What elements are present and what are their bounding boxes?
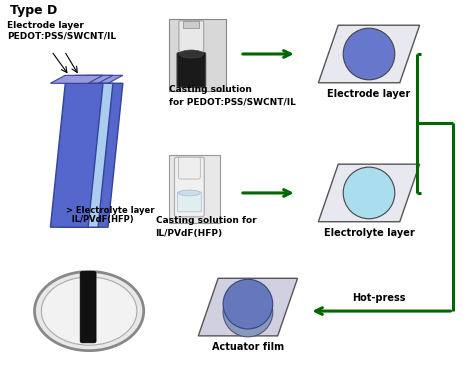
- Text: Casting solution
for PEDOT:PSS/SWCNT/IL: Casting solution for PEDOT:PSS/SWCNT/IL: [169, 85, 295, 107]
- Ellipse shape: [35, 272, 144, 351]
- Text: Casting solution for
IL/PVdF(HFP): Casting solution for IL/PVdF(HFP): [155, 216, 256, 238]
- Polygon shape: [319, 25, 419, 83]
- Text: IL/PVdF(HFP): IL/PVdF(HFP): [66, 215, 134, 224]
- Bar: [169, 155, 220, 223]
- Text: Electrolyte layer: Electrolyte layer: [324, 228, 414, 238]
- Polygon shape: [60, 83, 113, 227]
- Polygon shape: [60, 76, 113, 83]
- Polygon shape: [319, 164, 419, 222]
- Text: > Electrolyte layer: > Electrolyte layer: [66, 206, 155, 215]
- Ellipse shape: [178, 190, 201, 196]
- Polygon shape: [70, 76, 123, 83]
- Ellipse shape: [180, 50, 203, 58]
- Text: Electrode layer: Electrode layer: [7, 21, 83, 30]
- Polygon shape: [50, 76, 103, 83]
- FancyBboxPatch shape: [178, 157, 201, 179]
- Bar: [169, 19, 226, 91]
- FancyBboxPatch shape: [174, 157, 204, 217]
- Text: PEDOT:PSS/SWCNT/IL: PEDOT:PSS/SWCNT/IL: [7, 31, 116, 40]
- FancyBboxPatch shape: [179, 21, 204, 51]
- Text: Actuator film: Actuator film: [212, 342, 284, 352]
- FancyBboxPatch shape: [177, 192, 201, 212]
- Text: Type D: Type D: [9, 4, 57, 17]
- Ellipse shape: [223, 287, 273, 337]
- FancyBboxPatch shape: [80, 271, 96, 343]
- Text: Electrode layer: Electrode layer: [328, 89, 410, 99]
- Ellipse shape: [41, 277, 137, 345]
- Polygon shape: [50, 83, 103, 227]
- Ellipse shape: [343, 167, 395, 219]
- Bar: [183, 21, 199, 28]
- Text: Hot-press: Hot-press: [352, 293, 406, 303]
- Polygon shape: [70, 83, 123, 227]
- Ellipse shape: [223, 279, 273, 329]
- Ellipse shape: [343, 28, 395, 80]
- Polygon shape: [198, 278, 298, 336]
- FancyBboxPatch shape: [177, 52, 206, 87]
